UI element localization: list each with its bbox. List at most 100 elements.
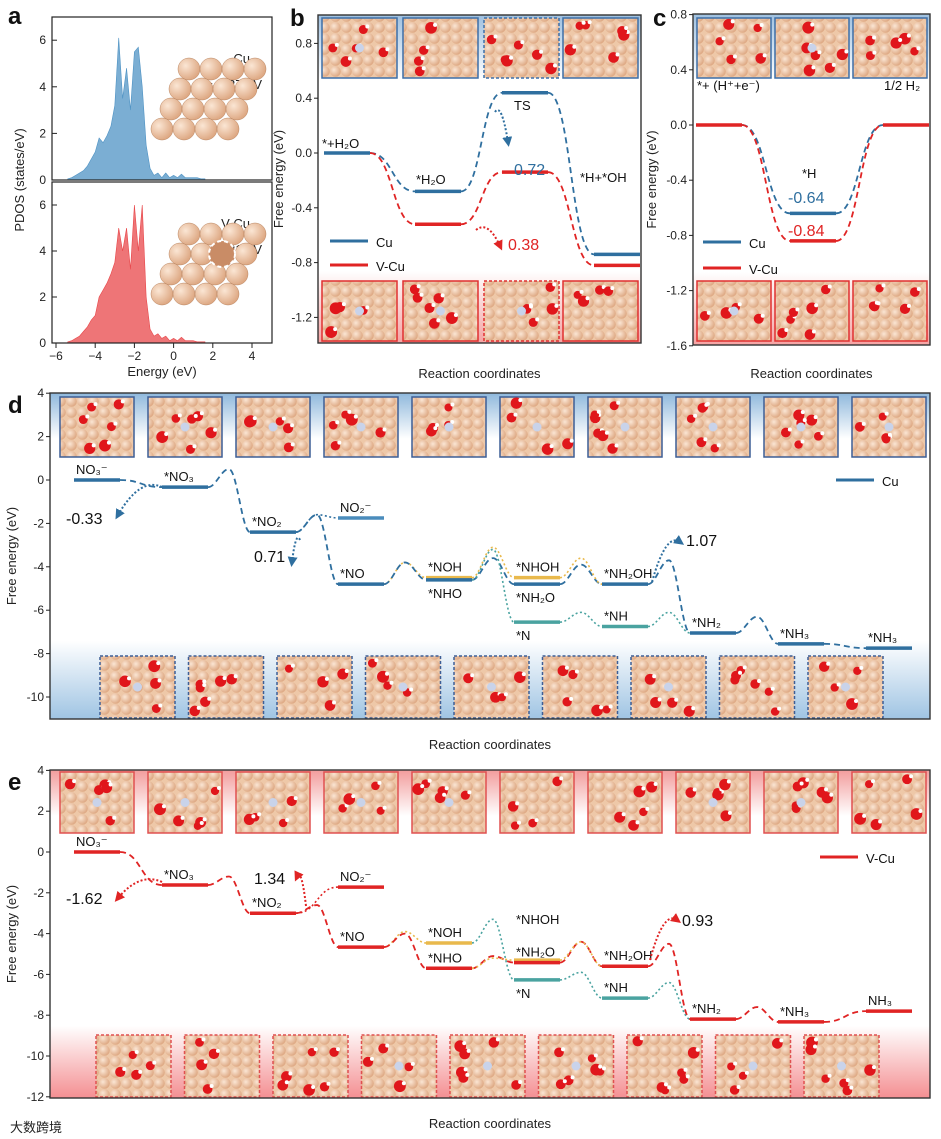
- hydrogen-atom: [554, 303, 559, 308]
- y-tick-label: -10: [27, 690, 45, 704]
- hydrogen-atom: [518, 1079, 523, 1084]
- energy-annotation: -0.84: [788, 223, 825, 240]
- hydrogen-atom: [564, 665, 569, 670]
- hydrogen-atom: [624, 25, 629, 30]
- hydrogen-atom: [795, 307, 800, 312]
- energy-annotation: -0.64: [788, 190, 825, 207]
- cu-atom: [168, 77, 192, 101]
- structure-inset: [272, 1034, 349, 1098]
- level-label: *+ (H⁺+e⁻): [697, 78, 760, 93]
- nitrogen-atom: [356, 422, 366, 432]
- hydrogen-atom: [759, 22, 764, 27]
- transition-connector: [741, 124, 791, 242]
- cu-atom: [159, 97, 183, 121]
- cu-slab-illustration: [150, 57, 267, 141]
- structure-inset: [323, 396, 399, 458]
- hydrogen-atom: [517, 820, 522, 825]
- level-label: *NO: [340, 566, 365, 581]
- hydrogen-atom: [872, 35, 877, 40]
- x-tick-label: −2: [128, 349, 142, 363]
- panel-label-a: a: [8, 3, 22, 30]
- hydrogen-atom: [444, 786, 449, 791]
- nitrogen-atom: [532, 422, 542, 432]
- transition-connector: [823, 1010, 867, 1023]
- hydrogen-atom: [799, 781, 804, 786]
- hydrogen-atom: [732, 54, 737, 59]
- hydrogen-atom: [462, 1041, 467, 1046]
- structure-inset: [763, 396, 839, 458]
- structure-inset: [807, 655, 884, 719]
- hydrogen-atom: [120, 399, 125, 404]
- oxygen-atom: [497, 693, 506, 702]
- hydrogen-atom: [425, 45, 430, 50]
- hydrogen-atom: [871, 1065, 876, 1070]
- hydrogen-atom: [106, 440, 111, 445]
- oxygen-atom: [830, 683, 839, 692]
- hydrogen-atom: [916, 287, 921, 292]
- structure-inset: [183, 1034, 261, 1098]
- hydrogen-atom: [760, 313, 765, 318]
- hydrogen-atom: [365, 305, 370, 310]
- plot-frame: [51, 16, 273, 181]
- transition-connector: [369, 152, 416, 226]
- hydrogen-atom: [762, 53, 767, 58]
- hydrogen-atom: [569, 696, 574, 701]
- y-tick-label: -0.4: [291, 201, 312, 215]
- hydrogen-atom: [663, 1082, 668, 1087]
- hydrogen-atom: [207, 696, 212, 701]
- y-tick-label: -1.6: [666, 339, 687, 353]
- hydrogen-atom: [161, 804, 166, 809]
- structure-inset: [718, 655, 796, 719]
- y-tick-label: 4: [37, 386, 44, 400]
- level-label: 1/2 H₂: [884, 78, 920, 93]
- hydrogen-atom: [779, 1038, 784, 1043]
- hydrogen-atom: [621, 812, 626, 817]
- y-tick-label: 0.0: [670, 118, 687, 132]
- hydrogen-atom: [463, 1067, 468, 1072]
- hydrogen-atom: [126, 676, 131, 681]
- transition-connector: [460, 91, 503, 193]
- hydrogen-atom: [703, 437, 708, 442]
- oxygen-atom: [193, 821, 202, 830]
- panel-a: a0246Cuεd=-2.27 eV0246V-Cuεd=-2.21 eV−6−…: [8, 3, 273, 379]
- hydrogen-atom: [608, 704, 613, 709]
- structure-inset: [483, 280, 560, 342]
- hydrogen-atom: [201, 1037, 206, 1042]
- level-label: NO₃⁻: [76, 462, 108, 477]
- oxygen-atom: [444, 403, 453, 412]
- transition-connector: [369, 152, 416, 193]
- level-label: *NH₂: [692, 615, 721, 630]
- transition-connector: [471, 955, 515, 970]
- hydrogen-atom: [158, 703, 163, 708]
- level-label: *NH₃: [780, 626, 809, 641]
- structure-inset: [411, 396, 487, 458]
- transition-connector: [471, 918, 515, 981]
- transition-connector: [471, 548, 515, 623]
- hydrogen-atom: [518, 398, 523, 403]
- cu-atom: [150, 282, 174, 306]
- hydrogen-atom: [572, 44, 577, 49]
- nitrogen-atom: [571, 1061, 581, 1071]
- oxygen-atom: [853, 666, 862, 675]
- hydrogen-atom: [470, 673, 475, 678]
- y-tick-label: 0: [37, 473, 44, 487]
- hydrogen-atom: [645, 806, 650, 811]
- hydrogen-atom: [377, 780, 382, 785]
- hydrogen-atom: [91, 443, 96, 448]
- hydrogen-atom: [861, 421, 866, 426]
- transition-connector: [559, 563, 603, 586]
- hydrogen-atom: [108, 782, 113, 787]
- structure-inset: [483, 17, 560, 79]
- hydrogen-atom: [695, 1047, 700, 1052]
- hydrogen-atom: [874, 300, 879, 305]
- inset-frame: [402, 17, 479, 79]
- hydrogen-atom: [122, 1066, 127, 1071]
- structure-inset: [541, 655, 619, 719]
- hydrogen-atom: [674, 697, 679, 702]
- hydrogen-atom: [134, 1049, 139, 1054]
- hydrogen-atom: [337, 440, 342, 445]
- structure-inset: [675, 396, 751, 458]
- transition-connector: [547, 171, 595, 267]
- oxygen-atom: [338, 804, 347, 813]
- hydrogen-atom: [251, 814, 256, 819]
